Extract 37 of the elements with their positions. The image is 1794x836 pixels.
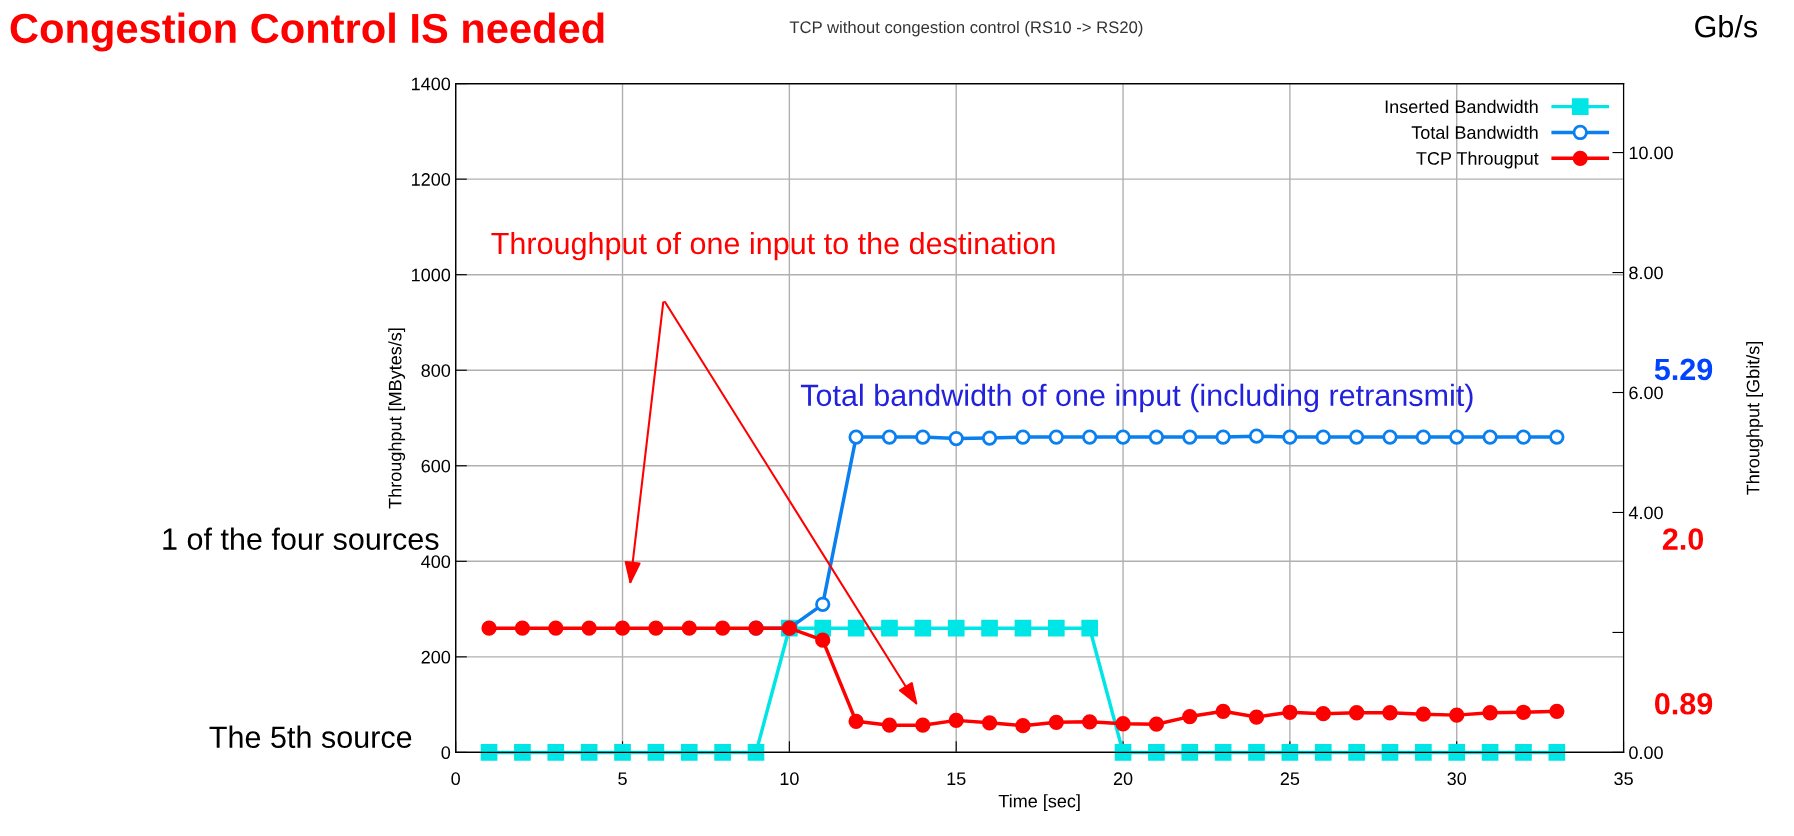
y2-tick-label: 10.00 [1629, 146, 1673, 160]
text: 0.89 [1655, 692, 1713, 715]
x-tick-label: 20 [1113, 772, 1133, 786]
annotation: Total bandwidth of one input (including retransmit) [800, 383, 1473, 413]
x-tick-label: 5 [618, 772, 627, 786]
x-tick-label: 15 [947, 772, 966, 786]
text: Gb/s [1695, 15, 1758, 38]
y-tick-label: 400 [421, 555, 451, 569]
y2-tick-label: 8.00 [1629, 266, 1663, 280]
y-tick-label: 1400 [412, 77, 451, 91]
y2-tick-label: 0.00 [1629, 746, 1663, 760]
legend-label: Inserted Bandwidth [1385, 99, 1538, 114]
x-axis-title: Time [sec] [998, 794, 1080, 812]
y-tick-label: 200 [421, 650, 451, 664]
x-tick-label: 10 [780, 772, 799, 786]
y-axis-title: Throughput [MBytes/s] [388, 328, 406, 509]
x-tick-label: 25 [1280, 772, 1300, 786]
legend-label: Total Bandwidth [1411, 125, 1538, 139]
x-tick-label: 30 [1447, 772, 1467, 786]
chart-subtitle: TCP without congestion control (RS10 -> RS20) [789, 20, 1143, 37]
y-tick-label: 1000 [412, 268, 451, 282]
chart-title: Congestion Control IS needed [10, 12, 604, 52]
y-tick-label: 800 [421, 364, 451, 377]
text: 5.29 [1654, 358, 1713, 381]
y2-tick-label: 4.00 [1628, 506, 1663, 520]
y-tick-label: 600 [421, 459, 451, 473]
y2-axis-title: Throughput [Gbit/s] [1746, 342, 1764, 495]
text: 2.0 [1662, 528, 1704, 550]
x-tick-label: 0 [451, 772, 460, 786]
legend-label: TCP Througput [1416, 151, 1539, 169]
x-tick-label: 35 [1614, 772, 1633, 786]
text: 1 of the four sources [163, 527, 439, 550]
y-tick-label: 1200 [412, 173, 451, 186]
annotation: Throughput of one input to the destination [491, 231, 1055, 261]
y2-tick-label: 6.00 [1629, 386, 1663, 400]
y-tick-label: 0 [441, 746, 451, 760]
text: The 5th source [209, 725, 412, 749]
